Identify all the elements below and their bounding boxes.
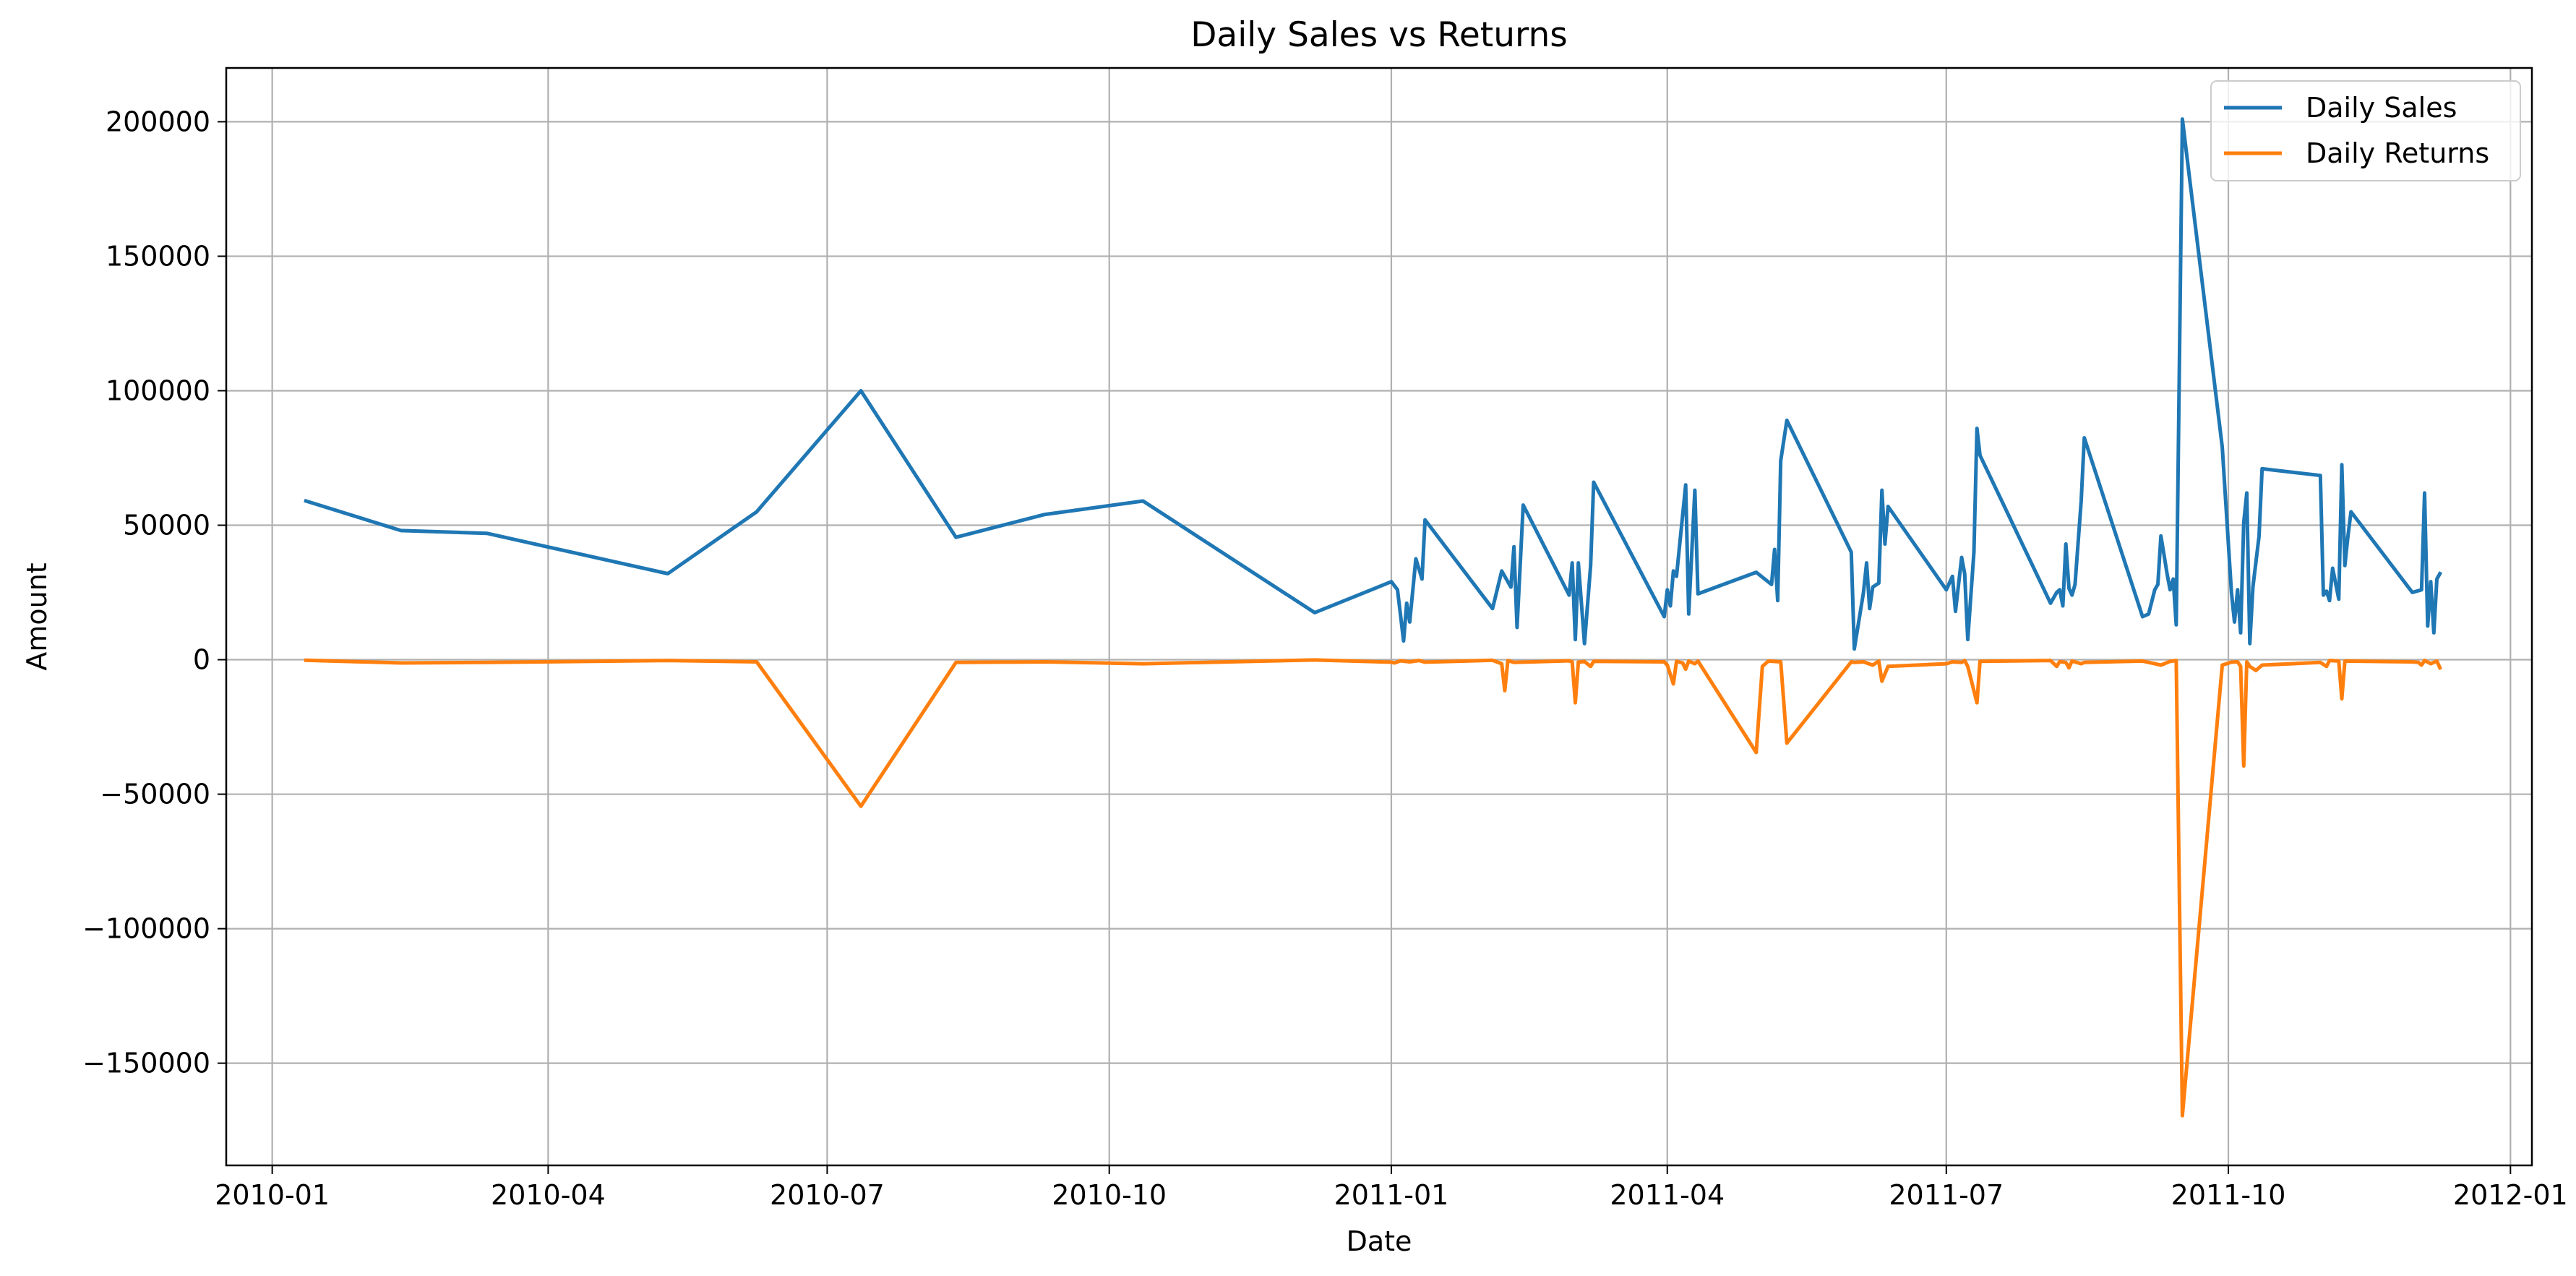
x-tick-label: 2010-07 (770, 1179, 885, 1211)
y-axis-label: Amount (21, 562, 53, 670)
chart-title: Daily Sales vs Returns (1190, 15, 1568, 55)
x-tick-label: 2011-10 (2171, 1179, 2286, 1211)
y-tick-label: 0 (193, 644, 210, 676)
x-tick-label: 2011-04 (1610, 1179, 1725, 1211)
x-tick-label: 2010-04 (491, 1179, 606, 1211)
y-tick-label: 200000 (106, 106, 210, 137)
y-tick-label: 150000 (106, 240, 210, 272)
y-tick-label: −100000 (82, 913, 210, 945)
y-tick-label: 50000 (123, 510, 210, 541)
y-tick-label: −150000 (82, 1048, 210, 1079)
series-lines (304, 117, 2443, 1118)
legend-label-daily-returns: Daily Returns (2306, 137, 2489, 169)
series-line-daily-returns (304, 658, 2443, 1118)
x-axis-ticks: 2010-01 2010-04 2010-07 2010-10 2011-01 2011-… (215, 1165, 2568, 1211)
x-tick-label: 2011-07 (1889, 1179, 2004, 1211)
y-tick-label: −50000 (100, 779, 210, 810)
y-tick-label: 100000 (106, 374, 210, 406)
x-tick-label: 2012-01 (2453, 1179, 2568, 1211)
y-axis-ticks: 200000 150000 100000 50000 0 −50000 −100000 −15… (82, 106, 226, 1079)
grid-lines (226, 68, 2532, 1165)
legend-label-daily-sales: Daily Sales (2306, 92, 2457, 124)
plot-frame (225, 67, 2533, 1167)
legend: Daily Sales Daily Returns (2210, 80, 2521, 181)
x-tick-label: 2010-01 (215, 1179, 330, 1211)
x-axis-label: Date (1347, 1225, 1412, 1257)
series-line-daily-sales (304, 117, 2443, 651)
x-tick-label: 2011-01 (1334, 1179, 1449, 1211)
x-tick-label: 2010-10 (1052, 1179, 1167, 1211)
legend-box (2210, 80, 2521, 181)
